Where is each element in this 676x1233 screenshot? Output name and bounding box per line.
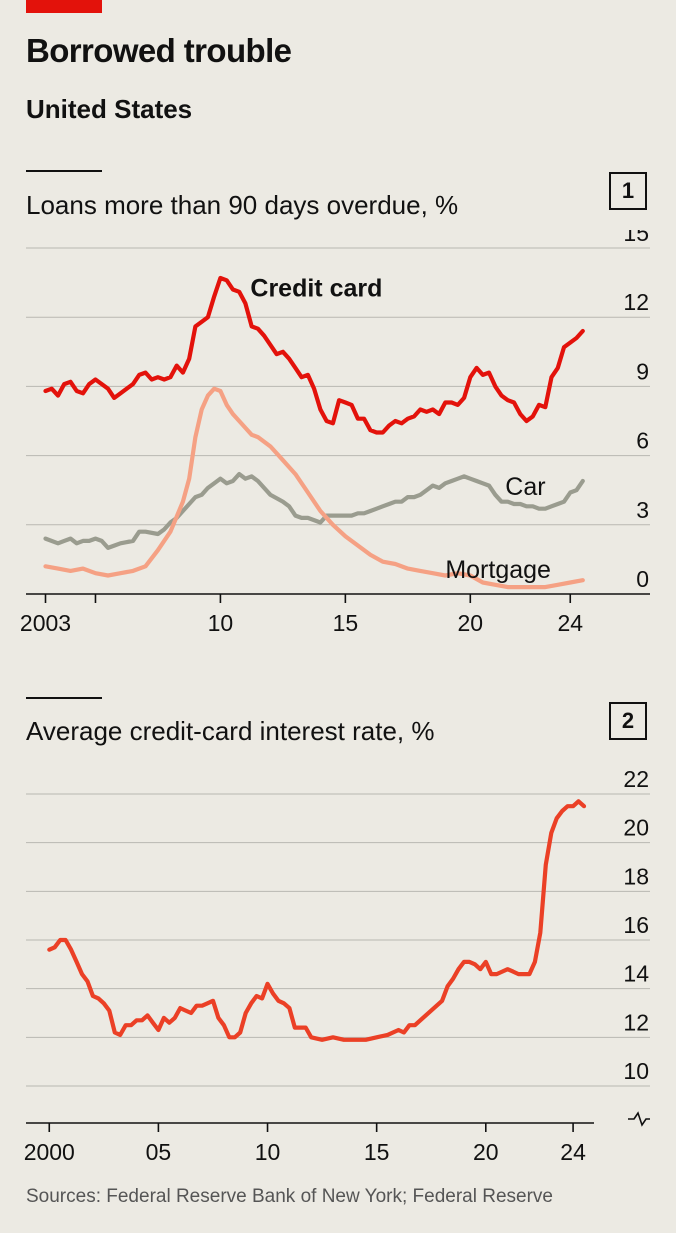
axis-break-icon bbox=[628, 1111, 650, 1127]
panel-1-number-badge: 1 bbox=[609, 172, 647, 210]
y-tick-label: 3 bbox=[636, 497, 649, 523]
x-tick-label: 24 bbox=[560, 1139, 586, 1165]
x-tick-label: 05 bbox=[146, 1139, 172, 1165]
y-tick-label: 10 bbox=[623, 1058, 649, 1084]
brand-accent-bar bbox=[26, 0, 102, 13]
x-tick-label: 20 bbox=[473, 1139, 499, 1165]
series-line bbox=[47, 799, 587, 1042]
page-title: Borrowed trouble bbox=[26, 32, 292, 69]
panel-2-rule bbox=[26, 697, 102, 699]
y-tick-label: 22 bbox=[623, 766, 649, 792]
x-tick-label: 15 bbox=[333, 610, 359, 636]
x-tick-label: 15 bbox=[364, 1139, 390, 1165]
panel-2-number-badge: 2 bbox=[609, 702, 647, 740]
y-tick-label: 18 bbox=[623, 863, 649, 889]
panel-2-title: Average credit-card interest rate, % bbox=[26, 716, 435, 746]
car-line bbox=[43, 472, 585, 550]
y-tick-label: 20 bbox=[623, 815, 649, 841]
credit-card-rate-chart: 10 12 14 16 18 20 22 2000 05 10 15 20 24 bbox=[24, 766, 650, 1165]
source-note: Sources: Federal Reserve Bank of New Yor… bbox=[26, 1186, 553, 1207]
x-tick-label: 24 bbox=[557, 610, 583, 636]
x-tick-label: 10 bbox=[208, 610, 234, 636]
page-subtitle: United States bbox=[26, 94, 193, 124]
y-tick-label: 12 bbox=[623, 1009, 649, 1035]
y-tick-label: 14 bbox=[623, 961, 649, 987]
x-tick-label: 2000 bbox=[24, 1139, 75, 1165]
x-tick-label: 10 bbox=[255, 1139, 281, 1165]
series-label: Credit card bbox=[250, 274, 382, 302]
y-tick-label: 6 bbox=[636, 428, 649, 454]
y-tick-label: 16 bbox=[623, 912, 649, 938]
y-tick-label: 12 bbox=[623, 289, 649, 315]
credit-card-line bbox=[43, 275, 585, 435]
panel-1-rule bbox=[26, 170, 102, 172]
series-label: Car bbox=[505, 473, 545, 501]
series-label: Mortgage bbox=[445, 556, 551, 584]
x-tick-label: 20 bbox=[458, 610, 484, 636]
panel-1-title: Loans more than 90 days overdue, % bbox=[26, 190, 459, 220]
overdue-loans-chart: 0 3 6 9 12 15 2003 10 15 20 24 Credit card Car Mortga… bbox=[20, 230, 650, 636]
mortgage-line bbox=[43, 386, 585, 590]
y-tick-label: 9 bbox=[636, 358, 649, 384]
y-tick-label: 0 bbox=[636, 566, 649, 592]
x-tick-label: 2003 bbox=[20, 610, 71, 636]
y-tick-label: 15 bbox=[623, 230, 649, 246]
